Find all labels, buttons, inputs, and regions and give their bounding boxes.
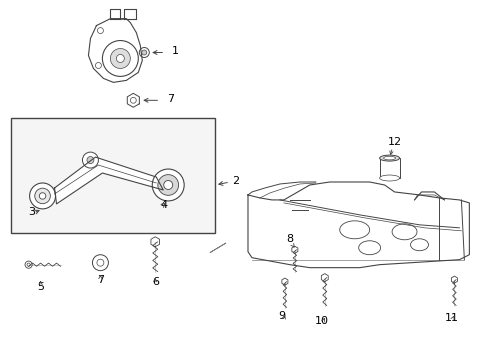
Text: 5: 5 — [37, 282, 44, 292]
Text: 6: 6 — [151, 276, 159, 287]
Ellipse shape — [383, 156, 395, 160]
Polygon shape — [55, 157, 163, 204]
Text: 10: 10 — [314, 316, 328, 327]
Ellipse shape — [391, 224, 416, 240]
Circle shape — [97, 28, 103, 33]
Ellipse shape — [379, 175, 399, 181]
Circle shape — [27, 263, 30, 266]
Circle shape — [142, 50, 146, 55]
Text: 1: 1 — [172, 46, 179, 57]
Polygon shape — [88, 19, 142, 82]
Circle shape — [139, 48, 149, 58]
Circle shape — [163, 180, 172, 189]
Text: 7: 7 — [97, 275, 104, 285]
Ellipse shape — [339, 221, 369, 239]
Circle shape — [35, 188, 50, 204]
Text: 3: 3 — [29, 207, 36, 217]
Polygon shape — [151, 237, 159, 247]
Circle shape — [130, 97, 136, 103]
Ellipse shape — [379, 155, 399, 161]
Text: 8: 8 — [285, 234, 293, 244]
Circle shape — [116, 54, 124, 62]
Text: 9: 9 — [278, 311, 285, 321]
Polygon shape — [321, 274, 327, 282]
Polygon shape — [450, 276, 456, 283]
Circle shape — [97, 259, 103, 266]
Circle shape — [102, 41, 138, 76]
Circle shape — [39, 193, 46, 199]
Circle shape — [92, 255, 108, 271]
Text: 12: 12 — [386, 137, 401, 147]
Circle shape — [152, 169, 184, 201]
Circle shape — [82, 152, 98, 168]
Bar — [11, 118, 215, 233]
Circle shape — [87, 157, 94, 163]
Polygon shape — [291, 246, 297, 253]
Text: 11: 11 — [444, 314, 457, 323]
Text: 2: 2 — [232, 176, 239, 186]
Ellipse shape — [410, 239, 427, 251]
Circle shape — [95, 62, 101, 68]
Text: 4: 4 — [160, 200, 167, 210]
Polygon shape — [247, 182, 468, 268]
Circle shape — [25, 261, 32, 268]
Polygon shape — [127, 93, 139, 107]
Ellipse shape — [358, 241, 380, 255]
Circle shape — [158, 175, 178, 195]
Bar — [379, 158, 399, 178]
Text: 7: 7 — [167, 94, 174, 104]
Circle shape — [30, 183, 56, 209]
Polygon shape — [281, 278, 287, 285]
Circle shape — [110, 49, 130, 68]
